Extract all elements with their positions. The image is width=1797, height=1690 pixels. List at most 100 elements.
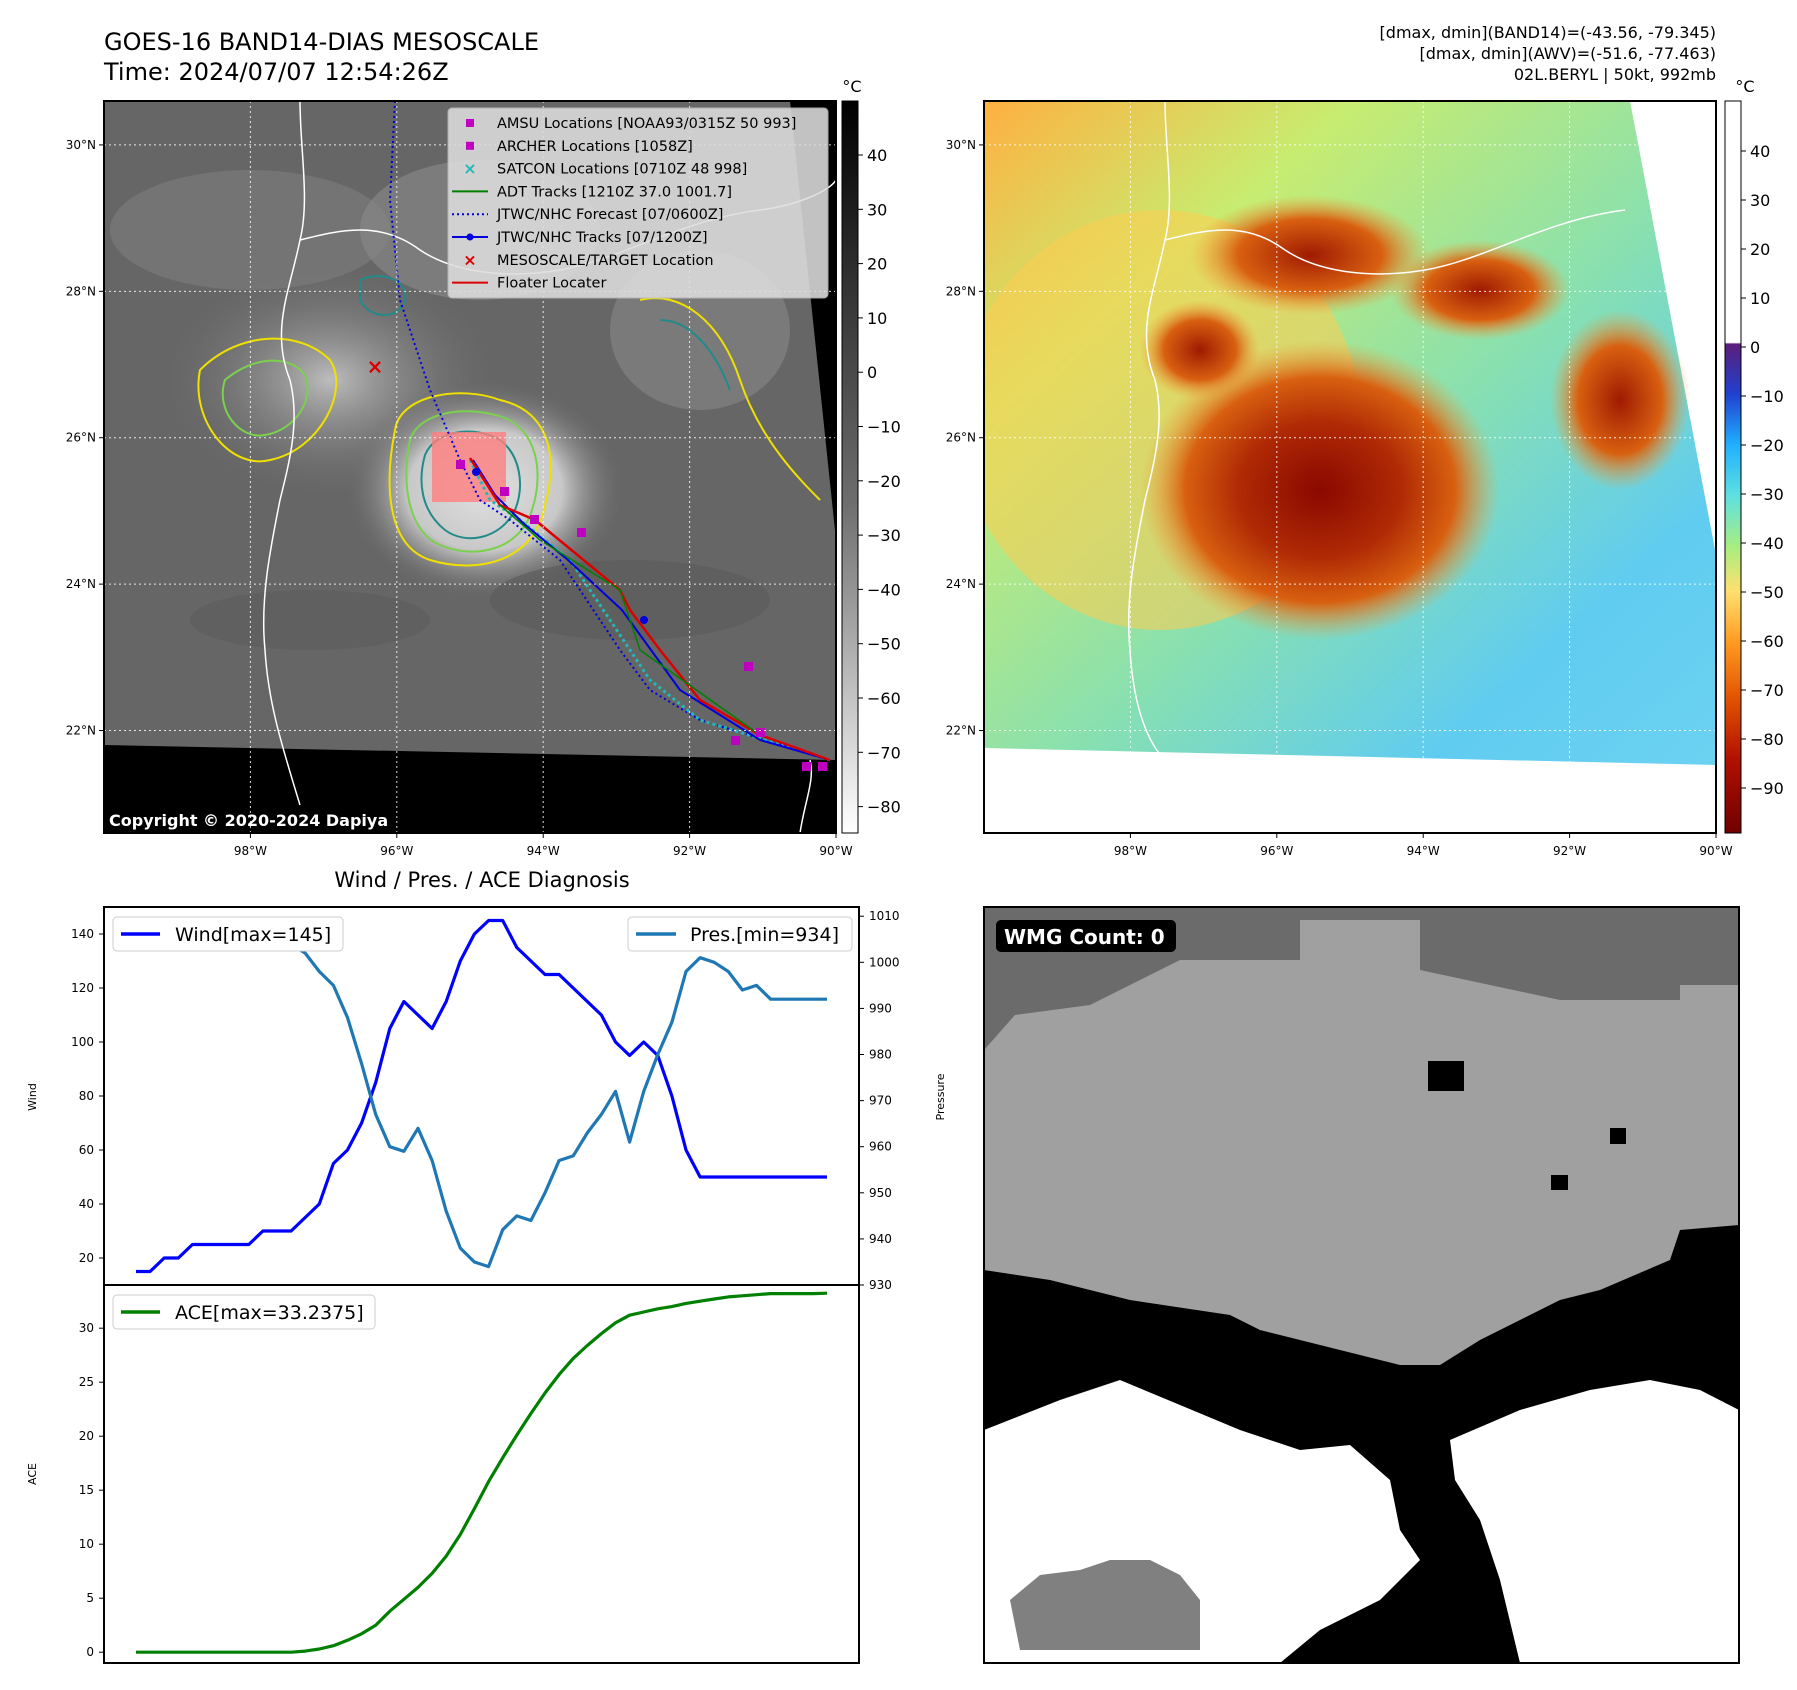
pressure-tick-label: 990 (869, 1001, 892, 1015)
legend-marker (466, 141, 474, 150)
wind-axis-label: Wind (26, 1083, 39, 1111)
colorbar-tick-label: −10 (867, 418, 901, 437)
ir-panel: × Copyright © 2020-2024 Dapiya AMSU Loca… (103, 77, 901, 834)
colorbar-tick-label: 10 (1750, 289, 1770, 308)
ace-legend: ACE[max=33.2375] (112, 1294, 376, 1330)
legend-item: JTWC/NHC Forecast [07/0600Z] (452, 207, 723, 223)
legend-label: SATCON Locations [0710Z 48 998] (497, 162, 747, 178)
legend-item: × SATCON Locations [0710Z 48 998] (463, 159, 747, 178)
colorbar-tick-label: −50 (867, 635, 901, 654)
colorbar-tick-label: −30 (1750, 485, 1784, 504)
wind-tick-label: 80 (79, 1089, 94, 1103)
pressure-tick-label: 1010 (869, 909, 900, 923)
colorbar-tick-label: 20 (1750, 240, 1770, 259)
lat-tick-label: 30°N (66, 138, 96, 152)
pressure-tick-label: 940 (869, 1232, 892, 1246)
wv-colorbar: °C 40 30 20 10 0 −10 −20 −30 −40 −50 −60 −70 −80 −90 (1724, 77, 1784, 834)
lon-tick-label: 96°W (380, 844, 413, 858)
colorbar-tick-label: −90 (1750, 779, 1784, 798)
info-line-1: [dmax, dmin](BAND14)=(-43.56, -79.345) (1380, 23, 1716, 42)
lat-tick-label: 22°N (946, 724, 976, 738)
colorbar-tick-label: 40 (867, 146, 887, 165)
colorbar-tick-label: 30 (1750, 191, 1770, 210)
legend-marker (466, 119, 474, 127)
colorbar-tick-label: −60 (1750, 632, 1784, 651)
figure-title: GOES-16 BAND14-DIAS MESOSCALE (104, 28, 539, 56)
lat-tick-label: 28°N (66, 284, 96, 298)
pressure-legend-label: Pres.[min=934] (690, 924, 839, 946)
legend-label: Floater Locater (497, 276, 606, 292)
colorbar-tick-label: −40 (867, 580, 901, 599)
wind-tick-label: 100 (71, 1035, 94, 1049)
colorbar-tick-label: 0 (1750, 338, 1760, 357)
legend-item: AMSU Locations [NOAA93/0315Z 50 993] (466, 116, 796, 132)
legend-item: Floater Locater (452, 276, 606, 292)
wmg-panel: WMG Count: 0 (983, 906, 1740, 1664)
legend-item: × MESOSCALE/TARGET Location (463, 250, 713, 269)
colorbar-tick-label: −10 (1750, 387, 1784, 406)
ace-chart: 0 5 10 15 20 25 30 ACE ACE[max=33.2375] (26, 1284, 860, 1664)
colorbar-tick-label: −80 (867, 798, 901, 817)
lon-tick-label: 92°W (1553, 844, 1586, 858)
pressure-axis-label: Pressure (934, 1073, 947, 1120)
lon-tick-label: 96°W (1260, 844, 1293, 858)
wind-tick-label: 20 (79, 1251, 94, 1265)
wind-series-line (136, 918, 827, 1274)
lon-tick-label: 94°W (527, 844, 560, 858)
lon-tick-label: 90°W (819, 844, 852, 858)
copyright-text: Copyright © 2020-2024 Dapiya (109, 811, 388, 830)
ir-colorbar-unit: °C (842, 77, 861, 96)
ace-tick-label: 30 (79, 1321, 94, 1335)
wind-tick-label: 40 (79, 1197, 94, 1211)
colorbar-tick-label: −20 (867, 472, 901, 491)
ace-tick-label: 0 (86, 1645, 94, 1659)
wind-pressure-chart: Wind / Pres. / ACE Diagnosis 20 40 60 80 100… (26, 868, 947, 1292)
lat-tick-label: 24°N (946, 577, 976, 591)
chart-title: Wind / Pres. / ACE Diagnosis (334, 868, 629, 892)
wind-tick-label: 60 (79, 1143, 94, 1157)
wind-tick-label: 140 (71, 927, 94, 941)
colorbar-tick-label: 0 (867, 363, 877, 382)
lat-tick-label: 26°N (66, 431, 96, 445)
colorbar-tick-label: 20 (867, 255, 887, 274)
legend-marker-dot (466, 233, 474, 241)
ace-series-line (136, 1291, 828, 1654)
colorbar-tick-label: −50 (1750, 583, 1784, 602)
legend-label: ADT Tracks [1210Z 37.0 1001.7] (497, 184, 732, 200)
ace-axis-label: ACE (26, 1463, 39, 1485)
legend-label: JTWC/NHC Tracks [07/1200Z] (496, 230, 708, 246)
wmg-count-label: WMG Count: 0 (1004, 925, 1165, 949)
colorbar-tick-label: −80 (1750, 730, 1784, 749)
lon-tick-label: 92°W (673, 844, 706, 858)
ir-colorbar: °C 40 30 20 10 0 −10 −20 −30 −40 −50 −60 −70 −80 (841, 77, 901, 834)
ir-frame (103, 100, 837, 834)
colorbar-tick-label: −20 (1750, 436, 1784, 455)
lon-tick-label: 98°W (234, 844, 267, 858)
colorbar-tick-label: −40 (1750, 534, 1784, 553)
colorbar-tick-label: −70 (867, 743, 901, 762)
pressure-tick-label: 980 (869, 1048, 892, 1062)
ace-legend-label: ACE[max=33.2375] (175, 1302, 364, 1324)
legend-marker: × (463, 250, 476, 269)
pressure-tick-label: 970 (869, 1094, 892, 1108)
wind-tick-label: 120 (71, 981, 94, 995)
wind-legend: Wind[max=145] (112, 916, 344, 952)
ir-legend: AMSU Locations [NOAA93/0315Z 50 993] ARCH… (447, 107, 829, 299)
wv-colorbar-unit: °C (1735, 77, 1754, 96)
wv-frame (983, 100, 1717, 834)
wind-legend-label: Wind[max=145] (175, 924, 331, 946)
legend-item: JTWC/NHC Tracks [07/1200Z] (452, 230, 708, 246)
pressure-tick-label: 930 (869, 1278, 892, 1292)
ace-tick-label: 15 (79, 1483, 94, 1497)
lon-tick-label: 94°W (1407, 844, 1440, 858)
lat-tick-label: 30°N (946, 138, 976, 152)
lat-tick-label: 24°N (66, 577, 96, 591)
ace-tick-label: 5 (86, 1591, 94, 1605)
ace-tick-label: 25 (79, 1375, 94, 1389)
figure-time: Time: 2024/07/07 12:54:26Z (103, 58, 449, 86)
lat-tick-label: 28°N (946, 284, 976, 298)
colorbar-tick-label: 30 (867, 200, 887, 219)
legend-label: ARCHER Locations [1058Z] (497, 139, 693, 155)
lat-tick-label: 22°N (66, 724, 96, 738)
colorbar-tick-label: −60 (867, 689, 901, 708)
